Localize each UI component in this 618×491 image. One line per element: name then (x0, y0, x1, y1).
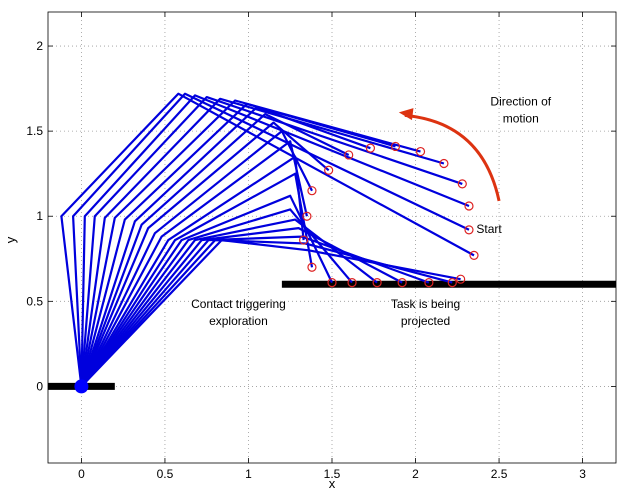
arm-configuration (80, 208, 353, 388)
arm-configurations (60, 92, 475, 394)
end-effector-marker (464, 201, 474, 211)
x-tick-label: 0.5 (157, 467, 174, 481)
arm-base-joint (74, 379, 89, 394)
arm-configuration (80, 112, 350, 387)
annotations: Direction of motion Start Contact triggerin… (191, 95, 552, 329)
end-effector-marker (424, 278, 434, 288)
arm-configuration (80, 140, 308, 387)
y-tick-label: 2 (36, 39, 43, 53)
arm-configuration (80, 94, 470, 387)
axes: 0 0.5 1 1.5 2 2.5 3 0 0.5 1 1.5 2 (26, 11, 617, 481)
x-tick-label: 1.5 (324, 467, 341, 481)
end-effector-marker (469, 250, 479, 260)
end-effector-marker (456, 274, 466, 284)
end-effector-marker (302, 211, 312, 221)
y-tick-label: 0.5 (26, 294, 43, 308)
arm-configuration (80, 239, 461, 388)
end-effector-marker (307, 262, 317, 272)
end-effector-marker (299, 235, 309, 245)
x-tick-label: 2.5 (491, 467, 508, 481)
direction-arrow (404, 113, 501, 202)
end-effector-marker (344, 150, 354, 160)
end-effector-marker (390, 141, 401, 152)
arm-configuration (80, 97, 445, 387)
x-tick-label: 1 (245, 467, 252, 481)
y-axis-label: y (3, 236, 18, 243)
x-tick-label: 2 (412, 467, 419, 481)
end-effector-marker (347, 278, 357, 288)
y-tick-label: 0 (36, 379, 43, 393)
plot-frame (47, 11, 617, 464)
arm-configuration (80, 172, 314, 387)
annotation-text: Direction of motion (490, 95, 551, 126)
direction-arrowhead (398, 108, 414, 121)
end-effector-marker (439, 158, 449, 169)
annotation-text: Start (476, 222, 502, 236)
y-tick-label: 1.5 (26, 124, 43, 138)
end-effector-marker (327, 278, 337, 288)
grid (48, 12, 616, 463)
end-effector-marker (397, 278, 407, 288)
end-effector-marker (307, 186, 317, 196)
end-effector-marker (447, 278, 457, 288)
end-effector-marker (415, 146, 426, 157)
annotation-text: Contact triggering exploration (191, 297, 286, 328)
end-effector-marker (464, 225, 474, 235)
arm-configuration (80, 95, 463, 387)
end-effector-markers (299, 141, 479, 288)
x-axis-label: x (329, 476, 336, 491)
y-tick-label: 1 (36, 209, 43, 223)
arm-configuration (80, 102, 396, 387)
end-effector-marker (457, 179, 467, 189)
annotation-text: Task is being projected (391, 297, 460, 328)
end-effector-marker (372, 278, 382, 288)
end-effector-marker (324, 165, 334, 175)
arm-configuration (60, 92, 475, 387)
arm-configuration (71, 92, 470, 387)
arm-configuration (80, 121, 330, 387)
arm-configuration (80, 194, 333, 388)
arm-configuration (80, 106, 371, 387)
x-tick-label: 3 (579, 467, 586, 481)
end-effector-marker (365, 143, 376, 153)
x-tick-label: 0 (78, 467, 85, 481)
arm-configuration (80, 130, 313, 387)
